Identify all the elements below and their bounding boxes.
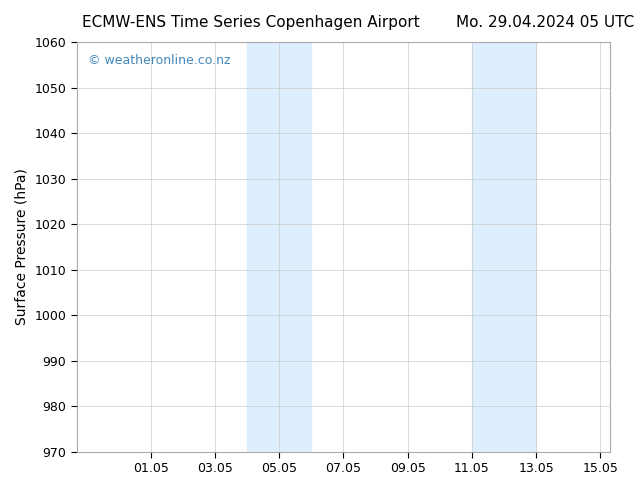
Y-axis label: Surface Pressure (hPa): Surface Pressure (hPa) [15,169,29,325]
Text: © weatheronline.co.nz: © weatheronline.co.nz [87,54,230,67]
Bar [472,42,536,452]
Text: Mo. 29.04.2024 05 UTC: Mo. 29.04.2024 05 UTC [456,15,634,30]
Text: ECMW-ENS Time Series Copenhagen Airport: ECMW-ENS Time Series Copenhagen Airport [82,15,420,30]
Bar [247,42,311,452]
